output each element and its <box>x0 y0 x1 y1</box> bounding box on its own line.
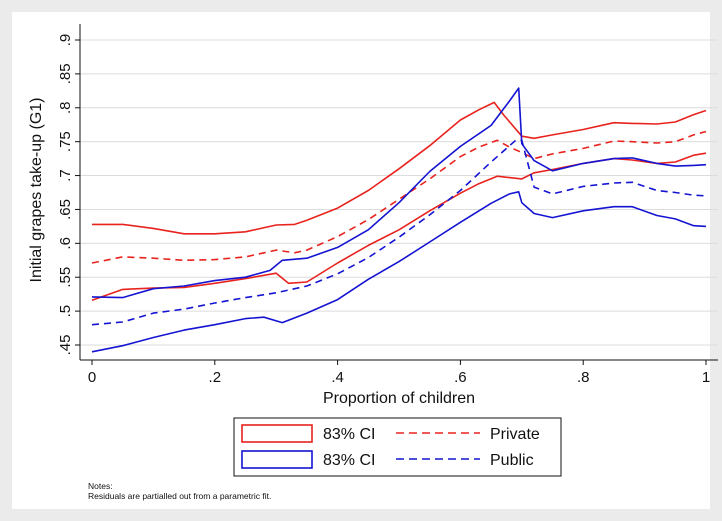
y-axis-ticks: .45 .5 .55 .6 .65 .7 .75 .8 .85 .9 <box>57 34 80 356</box>
legend-swatch-private-ci <box>241 424 313 443</box>
series-line-public-83-ci-lower <box>91 191 707 353</box>
y-tick-label-8: .85 <box>57 63 74 84</box>
y-tick-label-9: .9 <box>57 34 74 47</box>
series-lines <box>91 87 707 353</box>
notes-heading: Notes: <box>88 481 113 491</box>
x-axis-ticks: 0 .2 .4 .6 .8 1 <box>88 360 710 386</box>
notes-body: Residuals are partialled out from a para… <box>88 491 271 501</box>
x-axis-title: Proportion of children <box>323 390 475 407</box>
y-tick-label-6: .75 <box>57 131 74 152</box>
axes <box>79 24 718 361</box>
y-tick-label-1: .5 <box>57 305 74 318</box>
legend-label-public-ci: 83% CI <box>323 452 375 469</box>
x-tick-label-4: .8 <box>577 369 590 386</box>
series-line-private-83-ci-lower <box>91 152 707 302</box>
legend: 83% CI Private 83% CI Public <box>233 417 562 477</box>
x-tick-label-0: 0 <box>88 369 96 386</box>
legend-swatch-public-ci <box>241 450 313 469</box>
y-tick-label-3: .6 <box>57 237 74 250</box>
legend-label-private: Private <box>490 426 540 443</box>
legend-box <box>233 417 562 477</box>
y-tick-label-4: .65 <box>57 199 74 220</box>
series-line-public-83-ci-upper <box>91 87 707 299</box>
x-tick-label-1: .2 <box>209 369 222 386</box>
series-line-private <box>91 130 707 264</box>
x-tick-label-5: 1 <box>702 369 710 386</box>
x-tick-label-3: .6 <box>454 369 467 386</box>
y-axis-title: Initial grapes take-up (G1) <box>28 98 45 283</box>
legend-label-public: Public <box>490 452 534 469</box>
legend-label-private-ci: 83% CI <box>323 426 375 443</box>
y-tick-label-7: .8 <box>57 102 74 115</box>
x-tick-label-2: .4 <box>331 369 344 386</box>
series-line-private-83-ci-upper <box>92 101 707 235</box>
y-tick-label-2: .55 <box>57 267 74 288</box>
y-tick-label-5: .7 <box>57 169 74 182</box>
y-tick-label-0: .45 <box>57 335 74 356</box>
series-line-public <box>91 139 707 326</box>
